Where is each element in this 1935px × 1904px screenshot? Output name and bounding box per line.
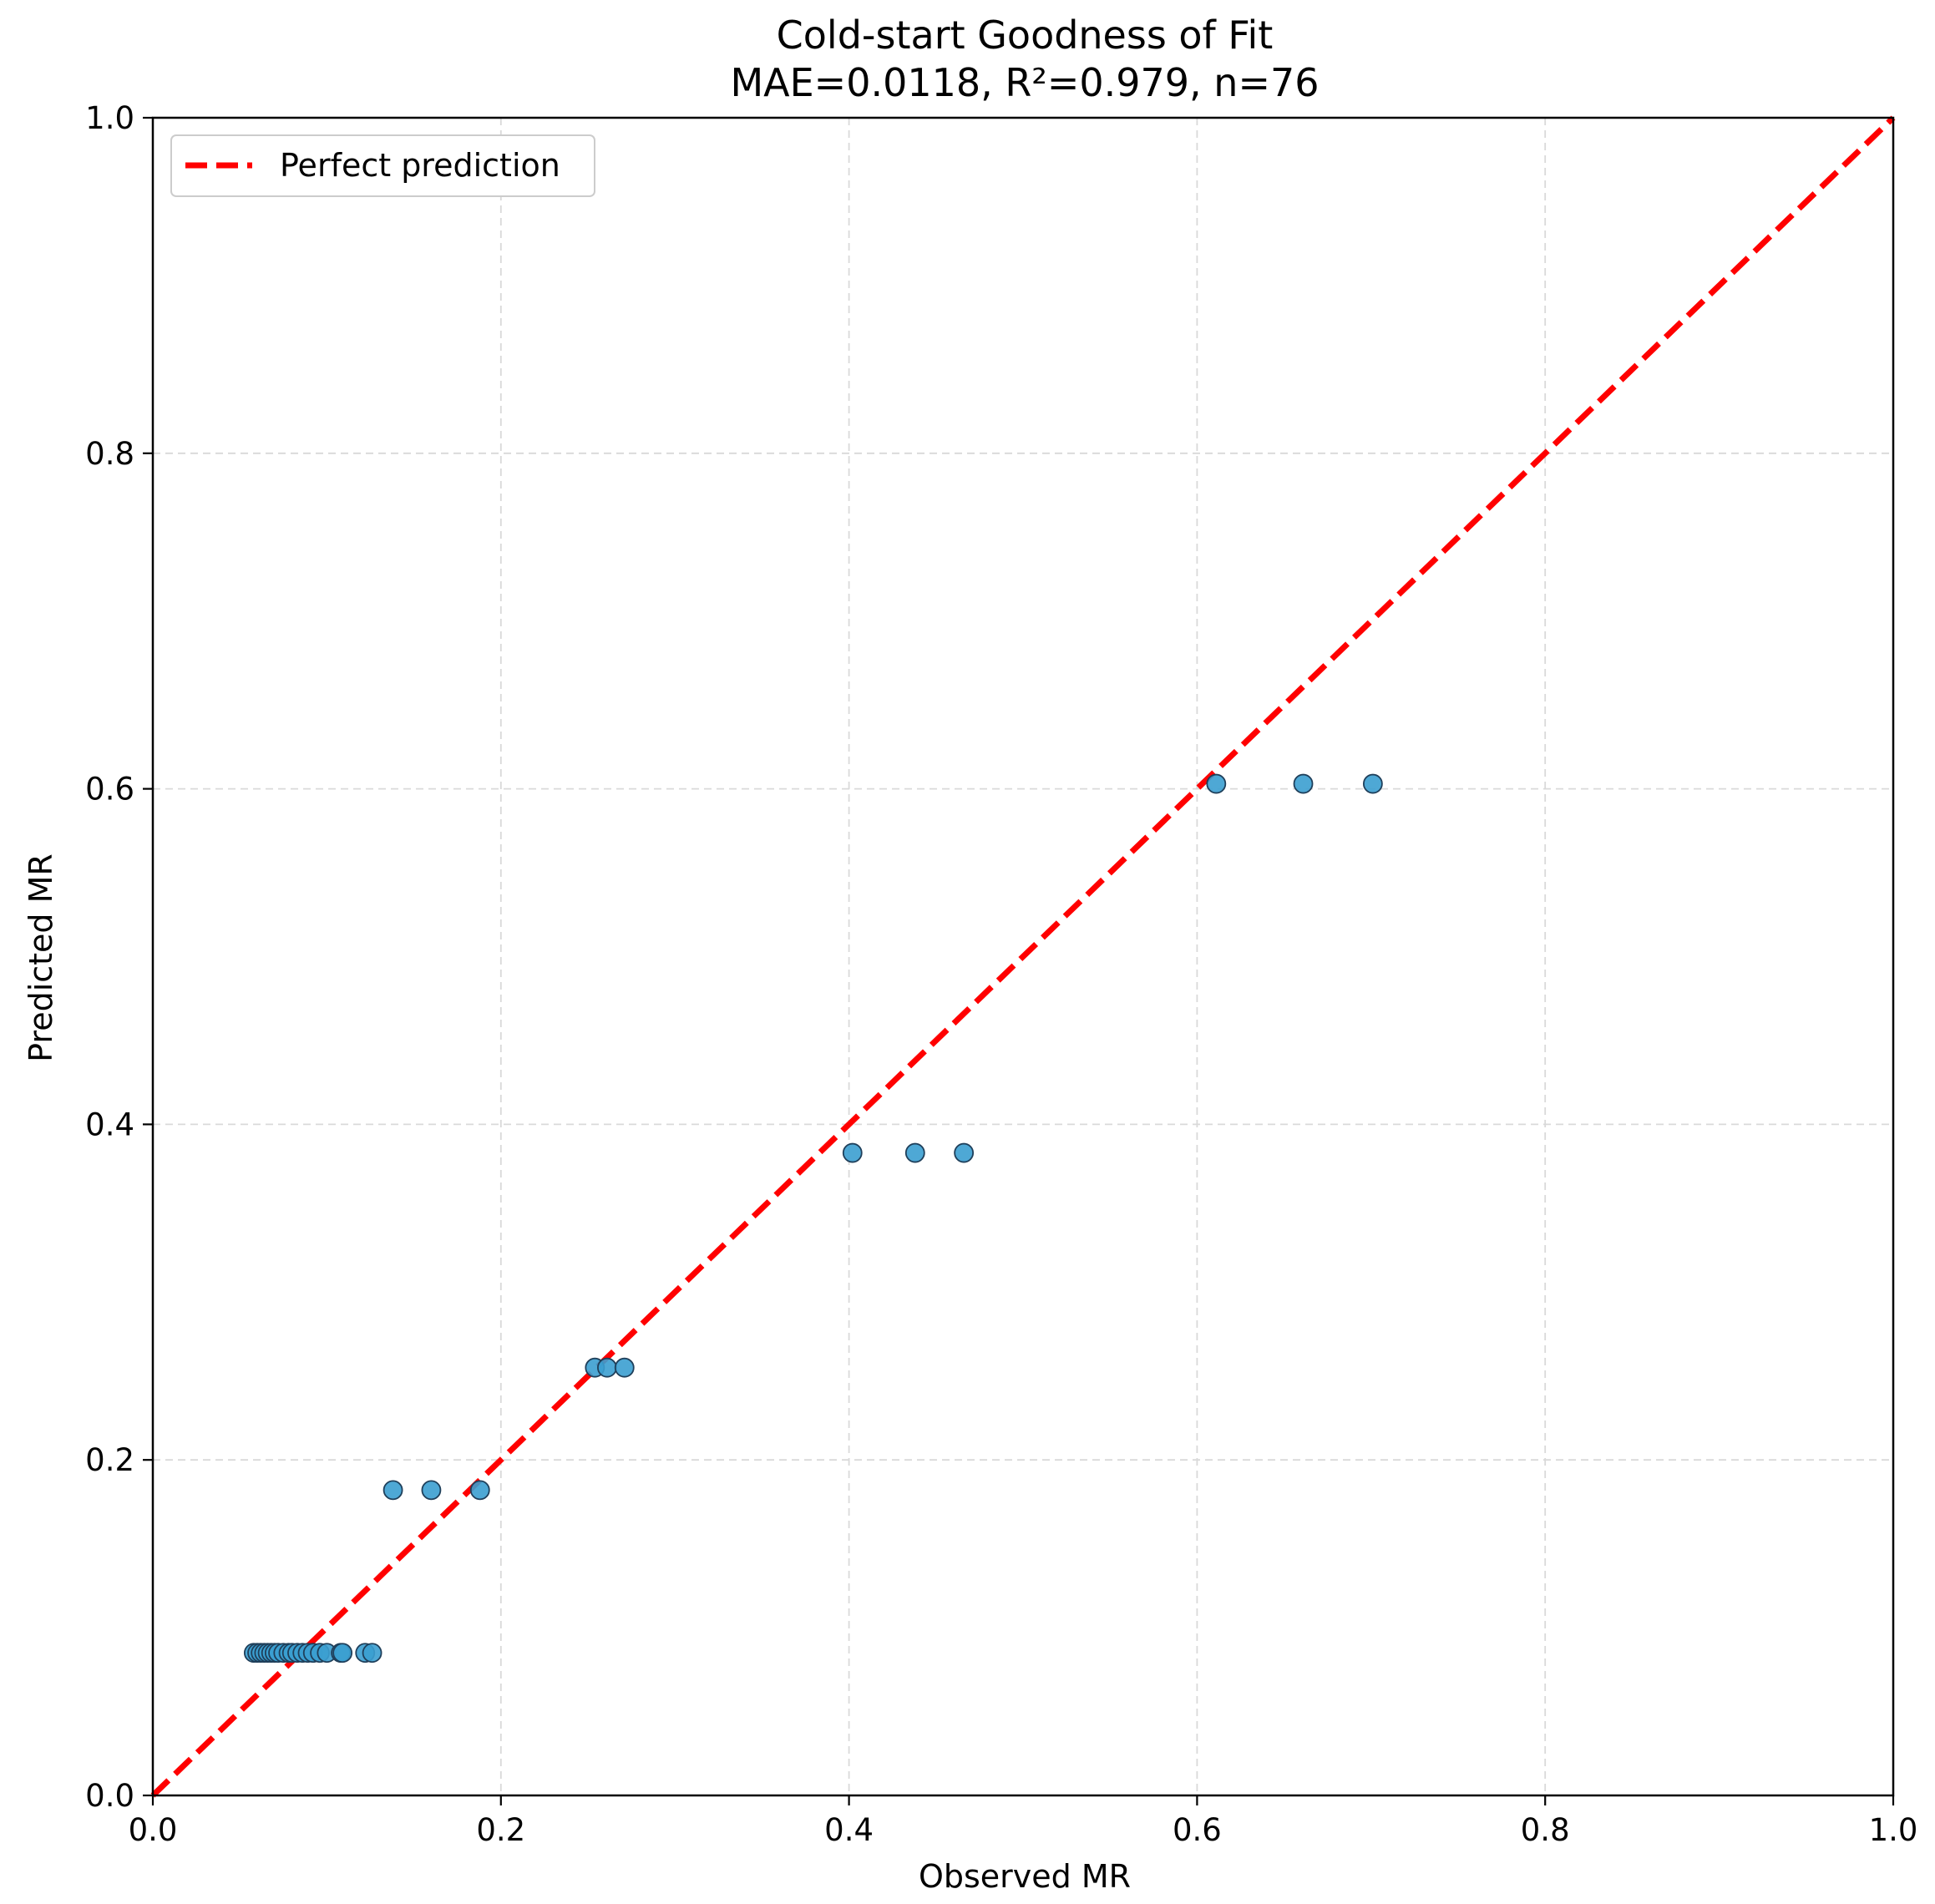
x-axis-label: Observed MR (919, 1858, 1131, 1895)
x-axis-ticks: 0.0 0.2 0.4 0.6 0.8 1.0 (129, 1795, 1918, 1848)
data-points (243, 773, 1383, 1663)
y-tick-label: 0.0 (85, 1778, 134, 1814)
y-tick-label: 0.8 (85, 436, 134, 472)
data-point (842, 1142, 863, 1163)
chart-subtitle: MAE=0.0118, R²=0.979, n=76 (730, 60, 1319, 105)
x-tick-label: 0.4 (824, 1812, 874, 1848)
data-point (421, 1480, 442, 1501)
data-point (469, 1480, 490, 1501)
data-point (1293, 773, 1314, 794)
data-point (597, 1357, 617, 1378)
x-tick-label: 0.0 (129, 1812, 178, 1848)
y-tick-label: 1.0 (85, 100, 134, 136)
perfect-prediction-line (150, 115, 1896, 1798)
plot-area-frame (151, 116, 1895, 1797)
y-tick-label: 0.2 (85, 1442, 134, 1478)
legend: Perfect prediction (170, 134, 595, 197)
x-tick-label: 0.2 (476, 1812, 525, 1848)
data-point (614, 1357, 635, 1378)
y-axis-label: Predicted MR (23, 853, 59, 1062)
data-point (362, 1643, 382, 1663)
data-point (1362, 773, 1383, 794)
x-tick-label: 1.0 (1869, 1812, 1918, 1848)
reference-line-layer (150, 115, 1896, 1798)
data-point (382, 1480, 403, 1501)
legend-label: Perfect prediction (280, 147, 560, 184)
y-axis-ticks: 0.0 0.2 0.4 0.6 0.8 1.0 (85, 100, 153, 1814)
data-point (1206, 773, 1227, 794)
x-tick-label: 0.6 (1173, 1812, 1222, 1848)
chart-title: Cold-start Goodness of Fit (777, 13, 1274, 58)
y-tick-label: 0.6 (85, 772, 134, 808)
data-point (904, 1142, 925, 1163)
data-point (954, 1142, 975, 1163)
legend-box (170, 134, 595, 197)
x-tick-label: 0.8 (1521, 1812, 1570, 1848)
y-tick-label: 0.4 (85, 1106, 134, 1142)
data-point (332, 1643, 353, 1663)
